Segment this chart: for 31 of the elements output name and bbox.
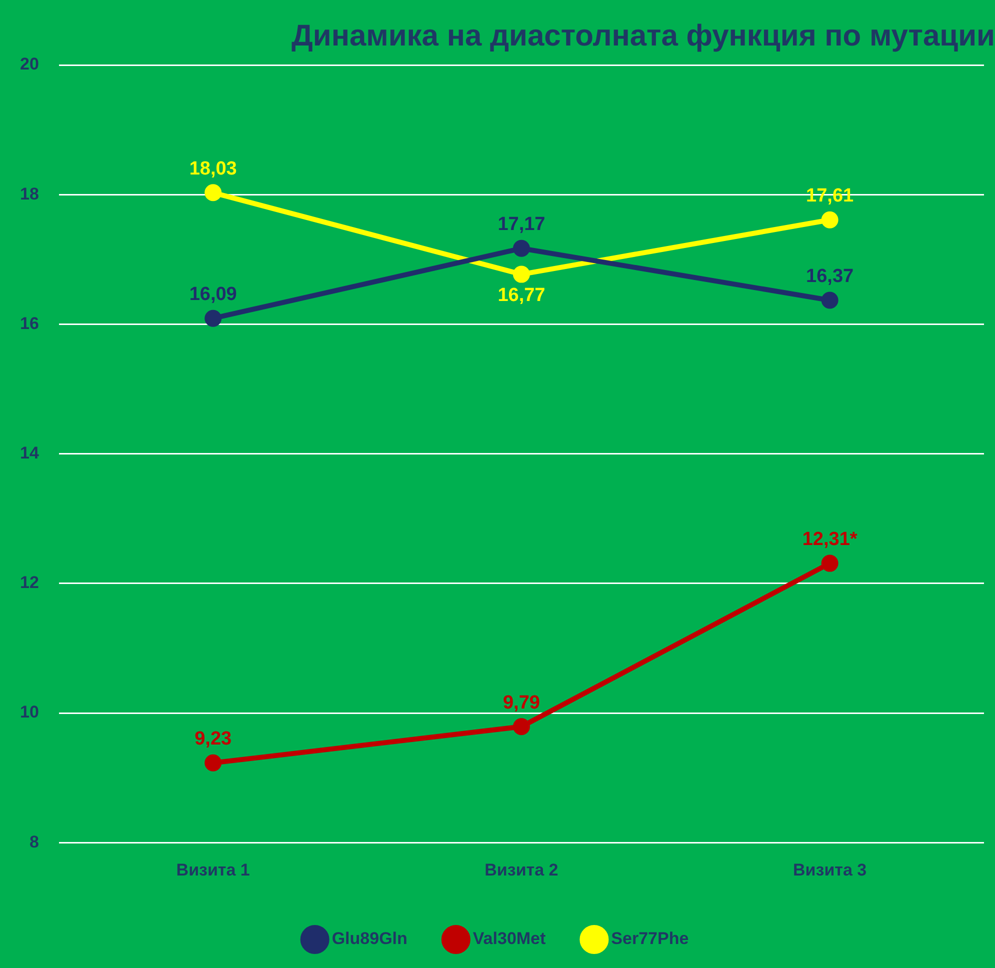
data-label: 16,77 [498,285,546,306]
chart-title: Динамика на диастолната функция по мутации [292,19,995,52]
y-tick-label: 8 [29,832,39,852]
y-tick-label: 14 [20,443,40,462]
data-label: 16,37 [806,266,854,287]
y-tick-label: 16 [20,314,39,333]
y-tick-label: 10 [20,702,39,722]
point [821,292,838,309]
y-tick-label: 18 [20,184,39,204]
legend-label: Ser77Phe [611,929,689,948]
x-tick-label: Визита 1 [176,860,250,880]
x-tick-label: Визита 2 [484,860,558,880]
point [512,718,530,736]
data-label: 17,17 [498,214,546,236]
legend-label: Glu89Gln [332,929,408,948]
data-label: 18,03 [189,158,237,180]
y-tick-label: 12 [20,573,39,592]
point [821,554,838,572]
y-tick-label: 20 [20,54,39,74]
data-label: 9,79 [502,692,540,714]
point [204,754,222,772]
x-tick-label: Визита 3 [793,860,867,880]
legend-label: Val30Met [472,929,546,948]
data-label: 12,31* [802,529,858,550]
data-label: 16,09 [189,284,237,306]
point [204,310,222,327]
point [512,240,530,257]
point [204,184,222,202]
data-label: 9,23 [194,728,232,750]
point [512,266,530,283]
point [821,211,838,228]
